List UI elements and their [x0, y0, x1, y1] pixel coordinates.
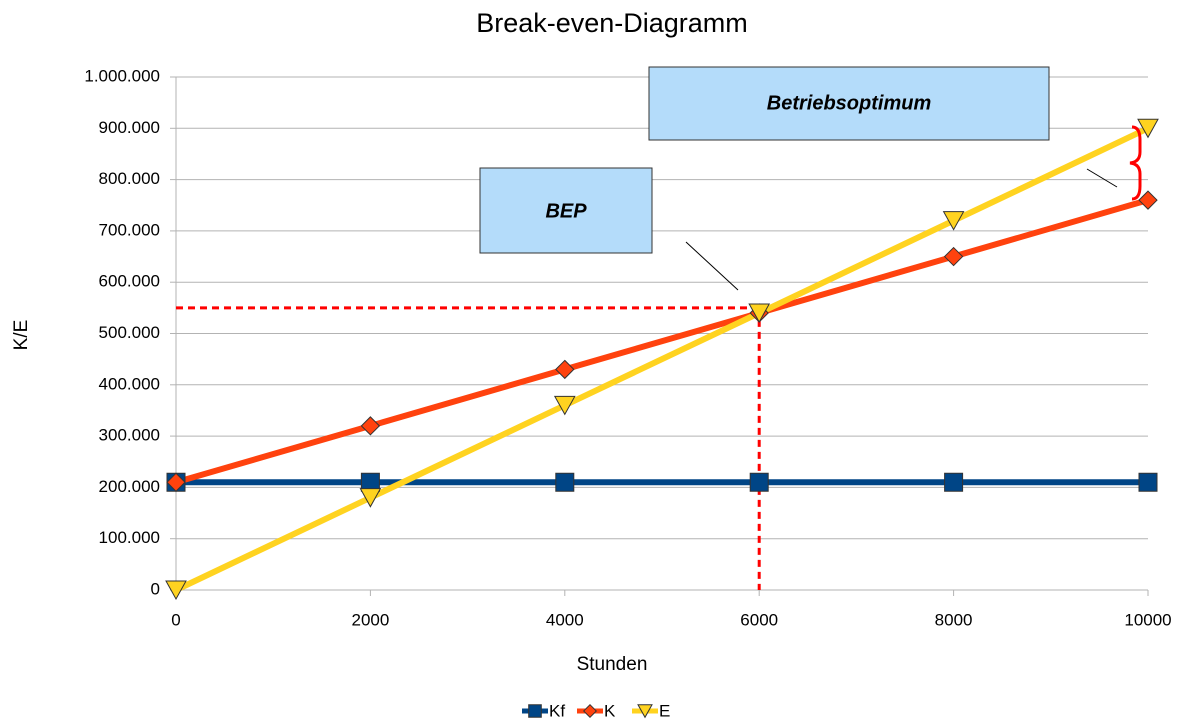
marker [1137, 118, 1159, 139]
x-tick-label: 8000 [935, 610, 973, 629]
y-tick-label: 0 [151, 579, 160, 598]
legend-item: K [577, 701, 616, 720]
marker [1138, 472, 1158, 492]
marker [582, 703, 598, 719]
series-line [174, 125, 1150, 593]
y-tick-label: 200.000 [99, 477, 160, 496]
marker [166, 472, 186, 492]
plot-area [165, 76, 1159, 601]
y-tick-label: 500.000 [99, 323, 160, 342]
marker [165, 580, 187, 601]
y-tick-label: 300.000 [99, 426, 160, 445]
x-tick-label: 0 [171, 610, 180, 629]
annotation-text: Betriebsoptimum [767, 92, 931, 114]
annotation-box [479, 167, 653, 254]
y-tick-label: 900.000 [99, 118, 160, 137]
leader-line [685, 241, 739, 291]
marker [360, 416, 381, 436]
y-tick-label: 600.000 [99, 272, 160, 291]
marker [943, 246, 964, 267]
x-axis-label: Stunden [577, 654, 648, 675]
marker [944, 472, 964, 492]
leader-line [1086, 168, 1118, 188]
marker [359, 488, 382, 508]
y-tick-label: 1.000.000 [84, 66, 160, 85]
x-tick-label: 4000 [546, 610, 584, 629]
marker [555, 472, 575, 492]
marker [1138, 190, 1158, 210]
x-tick-label: 6000 [740, 610, 778, 629]
y-tick-label: 100.000 [99, 528, 160, 547]
marker [555, 359, 575, 380]
brace [1129, 125, 1142, 201]
y-tick-label: 700.000 [99, 220, 160, 239]
legend-label: E [659, 701, 670, 720]
legend-label: K [604, 701, 616, 720]
marker [553, 395, 576, 416]
legend-label: Kf [549, 701, 565, 720]
legend-item: E [632, 701, 670, 720]
x-tick-label: 10000 [1124, 610, 1171, 629]
x-tick-label: 2000 [351, 610, 389, 629]
marker [528, 704, 542, 718]
chart-title: Break-even-Diagramm [476, 8, 748, 38]
marker [749, 472, 769, 492]
y-tick-label: 400.000 [99, 374, 160, 393]
series-line [175, 197, 1149, 486]
annotation-box [648, 66, 1050, 141]
marker [748, 303, 771, 324]
annotation-text: BEP [545, 200, 587, 222]
marker [637, 704, 653, 719]
legend-item: Kf [522, 701, 565, 720]
y-axis-label: K/E [11, 320, 32, 351]
marker [942, 211, 965, 231]
y-tick-label: 800.000 [99, 169, 160, 188]
